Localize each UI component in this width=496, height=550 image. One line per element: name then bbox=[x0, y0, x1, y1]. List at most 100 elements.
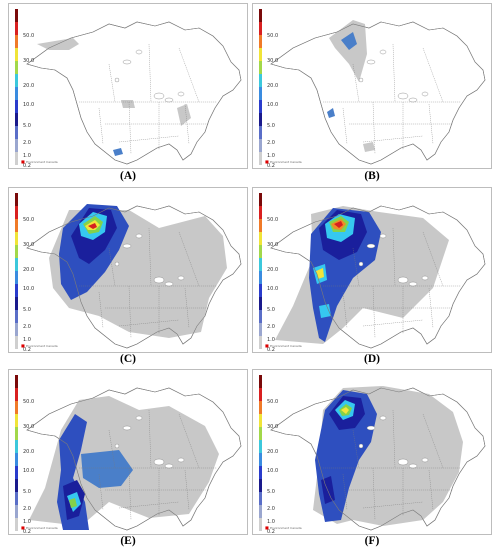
color-scale-segment bbox=[259, 193, 262, 206]
panel-label-b: (B) bbox=[364, 170, 380, 182]
color-scale-segment bbox=[259, 271, 262, 284]
lake bbox=[397, 458, 409, 466]
color-scale-segment bbox=[259, 310, 262, 323]
state-border bbox=[392, 409, 396, 469]
lake bbox=[153, 276, 165, 284]
map-frame: 50.0 30.0 20.0 10.0 5.0 2.0 1.0 0.2 ■ Environmen… bbox=[8, 3, 248, 169]
state-border bbox=[98, 107, 104, 145]
color-scale-segment bbox=[259, 232, 262, 245]
color-scale-tick-label: 50.0 bbox=[23, 399, 35, 405]
color-scale-segment bbox=[15, 492, 18, 505]
color-scale-segment bbox=[15, 323, 18, 336]
color-scale-segment bbox=[259, 87, 262, 100]
color-scale-tick-label: 1.0 bbox=[267, 153, 275, 159]
color-scale-segment bbox=[259, 61, 262, 74]
color-scale-bar bbox=[259, 9, 267, 165]
color-scale-tick-label: 30.0 bbox=[267, 58, 279, 64]
color-scale-segment bbox=[259, 245, 262, 258]
color-scale-tick-label: 50.0 bbox=[23, 33, 35, 39]
color-scale-tick-label: 50.0 bbox=[267, 33, 279, 39]
lake bbox=[366, 425, 376, 431]
state-border bbox=[108, 247, 116, 287]
color-scale-segment bbox=[15, 206, 18, 219]
lake bbox=[358, 261, 364, 267]
color-scale-tick-label: 0.2 bbox=[267, 347, 275, 353]
color-scale-segment bbox=[259, 139, 262, 152]
color-scale-tick-label: 50.0 bbox=[23, 217, 35, 223]
snowfall-region-grey bbox=[329, 20, 367, 82]
snowfall-region-red bbox=[334, 221, 343, 228]
color-scale-segment bbox=[259, 518, 262, 531]
snowfall-region-green bbox=[69, 498, 77, 508]
color-scale-tick-label: 1.0 bbox=[23, 519, 31, 525]
state-border bbox=[108, 63, 116, 103]
color-scale-tick-label: 2.0 bbox=[267, 506, 275, 512]
color-scale-segment bbox=[15, 232, 18, 245]
coastline-outline bbox=[270, 21, 486, 165]
color-scale-bar bbox=[15, 193, 23, 349]
color-scale-segment bbox=[259, 113, 262, 126]
color-scale-bar bbox=[15, 375, 23, 531]
color-scale-segment bbox=[15, 48, 18, 61]
lake bbox=[397, 276, 409, 284]
lake bbox=[164, 463, 174, 469]
state-border bbox=[108, 429, 116, 469]
color-scale-tick-label: 2.0 bbox=[23, 324, 31, 330]
state-border bbox=[372, 467, 376, 521]
canada-flag-icon: ■ bbox=[265, 159, 271, 164]
lake bbox=[408, 281, 418, 287]
map-frame: 50.0 30.0 20.0 10.0 5.0 2.0 1.0 0.2 ■ Environmen… bbox=[8, 187, 248, 353]
state-border bbox=[148, 227, 152, 287]
color-scale-tick-label: 30.0 bbox=[267, 242, 279, 248]
color-scale-tick-label: 20.0 bbox=[267, 449, 279, 455]
map-svg bbox=[26, 204, 242, 349]
color-scale-segment bbox=[259, 126, 262, 139]
lake bbox=[135, 49, 143, 55]
lake bbox=[421, 275, 429, 281]
lake bbox=[379, 415, 387, 421]
lake bbox=[164, 281, 174, 287]
color-scale-segment bbox=[259, 466, 262, 479]
color-scale-tick-label: 30.0 bbox=[23, 242, 35, 248]
color-scale-tick-label: 2.0 bbox=[23, 506, 31, 512]
agency-credit: ■ Environment Canada bbox=[265, 343, 302, 348]
lake bbox=[421, 457, 429, 463]
agency-credit: ■ Environment Canada bbox=[21, 343, 58, 348]
color-scale-segment bbox=[259, 336, 262, 349]
lake bbox=[122, 425, 132, 431]
snowfall-region-red bbox=[88, 223, 97, 229]
color-scale-tick-label: 0.2 bbox=[267, 529, 275, 535]
color-scale-segment bbox=[15, 479, 18, 492]
color-scale-tick-label: 20.0 bbox=[23, 83, 35, 89]
map-frame: 50.0 30.0 20.0 10.0 5.0 2.0 1.0 0.2 ■ Environmen… bbox=[252, 3, 492, 169]
coastline-outline bbox=[270, 387, 486, 531]
color-scale-segment bbox=[15, 388, 18, 401]
color-scale-segment bbox=[15, 139, 18, 152]
color-scale-tick-label: 2.0 bbox=[23, 140, 31, 146]
state-border bbox=[362, 319, 424, 327]
color-scale-tick-label: 5.0 bbox=[23, 307, 31, 313]
coastline-outline bbox=[26, 205, 242, 349]
color-scale-tick-label: 50.0 bbox=[267, 217, 279, 223]
color-scale-segment bbox=[259, 9, 262, 22]
map-svg bbox=[270, 205, 486, 349]
color-scale-segment bbox=[259, 48, 262, 61]
map-panel-d: 50.0 30.0 20.0 10.0 5.0 2.0 1.0 0.2 ■ Environmen… bbox=[252, 187, 492, 353]
color-scale-tick-label: 5.0 bbox=[23, 123, 31, 129]
coastline-outline bbox=[270, 205, 486, 349]
color-scale-segment bbox=[259, 492, 262, 505]
snowfall-region-cyan bbox=[319, 304, 331, 318]
color-scale-segment bbox=[15, 505, 18, 518]
lake bbox=[114, 261, 120, 267]
color-scale-segment bbox=[259, 453, 262, 466]
state-border bbox=[178, 413, 200, 469]
color-scale-tick-label: 0.2 bbox=[23, 347, 31, 353]
snowfall-region-blue_light bbox=[81, 450, 133, 488]
color-scale-segment bbox=[15, 271, 18, 284]
color-scale-tick-label: 10.0 bbox=[23, 286, 35, 292]
lake bbox=[366, 243, 376, 249]
state-border bbox=[118, 319, 180, 327]
lake bbox=[421, 91, 429, 97]
state-border bbox=[148, 43, 152, 103]
color-scale-tick-label: 2.0 bbox=[267, 324, 275, 330]
